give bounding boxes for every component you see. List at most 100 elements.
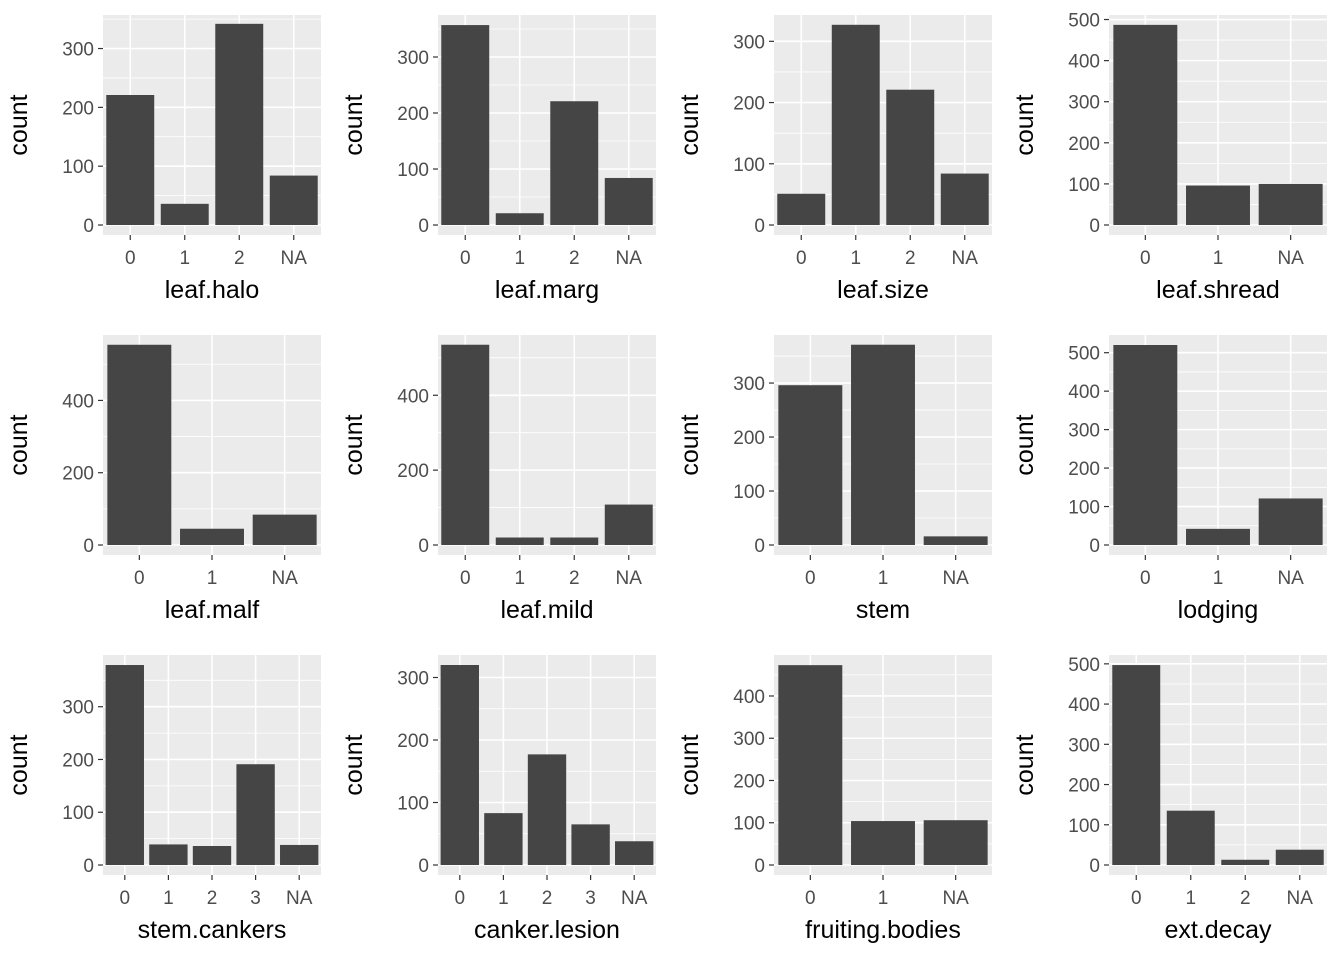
x-tick-label: 1: [850, 248, 861, 269]
bar-0: [778, 385, 843, 545]
bar-1: [851, 344, 915, 545]
x-tick-label: 0: [120, 888, 131, 909]
y-tick-label: 100: [397, 794, 429, 815]
y-axis-title: count: [676, 94, 704, 155]
bar-1: [160, 203, 209, 225]
x-tick-label: NA: [271, 568, 298, 589]
y-tick-label: 500: [1068, 344, 1100, 365]
x-tick-label: 3: [585, 888, 596, 909]
y-tick-label: 0: [754, 856, 765, 877]
chart-panel-9: 0 100 200 300 0 1 2 3 NA stem.cankers count: [5, 655, 321, 944]
y-axis-title: count: [5, 734, 33, 795]
bar-2: [215, 23, 264, 225]
x-tick-label: NA: [1277, 248, 1304, 269]
y-axis-title: count: [1011, 414, 1039, 475]
bar-1: [1186, 528, 1250, 545]
bar-na: [1275, 849, 1324, 865]
bar-na: [615, 841, 654, 865]
bar-na: [1258, 498, 1323, 545]
x-axis-title: leaf.shread: [1156, 276, 1280, 304]
y-tick-label: 100: [1068, 816, 1100, 837]
chart-panel-7: 0 100 200 300 0 1 NA stem count: [676, 335, 992, 624]
y-tick-label: 0: [1089, 536, 1100, 557]
x-tick-label: 0: [805, 568, 816, 589]
chart-panel-4: 0 100 200 300 400 500 0 1 NA leaf.shread count: [1011, 11, 1327, 304]
y-tick-label: 0: [1089, 856, 1100, 877]
chart-panel-12: 0 100 200 300 400 500 0 1 2 NA ext.decay count: [1011, 655, 1327, 944]
y-tick-label: 300: [62, 698, 94, 719]
x-tick-label: 0: [460, 248, 471, 269]
x-tick-label: 1: [207, 568, 218, 589]
x-tick-label: NA: [952, 248, 979, 269]
y-tick-label: 200: [397, 731, 429, 752]
bar-0: [441, 344, 490, 545]
x-tick-label: 0: [796, 248, 807, 269]
bar-na: [604, 504, 653, 545]
y-tick-label: 100: [1068, 498, 1100, 519]
bar-1: [1186, 185, 1250, 225]
bar-0: [778, 665, 843, 865]
bar-1: [495, 213, 544, 225]
y-tick-label: 300: [397, 669, 429, 690]
x-axis-title: stem: [856, 596, 910, 624]
x-tick-label: 1: [878, 568, 889, 589]
y-tick-label: 300: [1068, 421, 1100, 442]
y-tick-label: 200: [1068, 134, 1100, 155]
x-tick-label: NA: [616, 248, 643, 269]
bar-0: [441, 25, 490, 225]
bar-2: [886, 89, 935, 225]
x-axis-title: leaf.malf: [165, 596, 260, 624]
x-tick-label: 2: [905, 248, 916, 269]
x-tick-label: 2: [569, 568, 580, 589]
x-tick-label: 0: [1140, 248, 1151, 269]
y-tick-label: 400: [1068, 382, 1100, 403]
bar-0: [1113, 24, 1178, 226]
y-tick-label: 100: [62, 803, 94, 824]
y-tick-label: 100: [733, 155, 765, 176]
x-tick-label: 1: [514, 568, 525, 589]
x-axis-title: lodging: [1178, 596, 1259, 624]
bar-na: [940, 173, 989, 225]
x-tick-label: 1: [179, 248, 190, 269]
chart-panel-6: 0 200 400 0 1 2 NA leaf.mild count: [340, 335, 656, 624]
y-tick-label: 500: [1068, 11, 1100, 32]
x-tick-label: 2: [542, 888, 553, 909]
y-tick-label: 0: [754, 536, 765, 557]
bar-0: [440, 665, 479, 865]
x-tick-label: 2: [1240, 888, 1251, 909]
x-axis-title: stem.cankers: [138, 916, 287, 944]
x-tick-label: 0: [805, 888, 816, 909]
x-axis-title: leaf.mild: [500, 596, 593, 624]
bar-0: [777, 193, 826, 225]
y-tick-label: 200: [733, 94, 765, 115]
bar-2: [550, 101, 599, 225]
y-tick-label: 400: [397, 386, 429, 407]
bar-2: [1221, 859, 1270, 865]
bar-na: [923, 536, 988, 545]
x-tick-label: NA: [1277, 568, 1304, 589]
y-tick-label: 200: [62, 464, 94, 485]
chart-panel-5: 0 200 400 0 1 NA leaf.malf count: [5, 335, 321, 624]
x-tick-label: 0: [460, 568, 471, 589]
x-tick-label: 0: [125, 248, 136, 269]
x-tick-label: NA: [281, 248, 308, 269]
y-tick-label: 400: [62, 391, 94, 412]
x-tick-label: NA: [286, 888, 313, 909]
chart-panel-8: 0 100 200 300 400 500 0 1 NA lodging count: [1011, 335, 1327, 624]
bar-na: [604, 177, 653, 225]
x-axis-title: leaf.size: [837, 276, 929, 304]
x-tick-label: 2: [207, 888, 218, 909]
bar-na: [1258, 183, 1323, 225]
y-axis-title: count: [1011, 94, 1039, 155]
y-tick-label: 0: [754, 216, 765, 237]
bar-2: [527, 754, 567, 865]
bar-0: [1113, 345, 1178, 545]
y-tick-label: 400: [1068, 695, 1100, 716]
x-tick-label: 0: [455, 888, 466, 909]
y-tick-label: 200: [397, 104, 429, 125]
y-tick-label: 300: [1068, 93, 1100, 114]
y-tick-label: 0: [418, 536, 429, 557]
x-axis-title: ext.decay: [1164, 916, 1272, 944]
y-tick-label: 400: [733, 687, 765, 708]
